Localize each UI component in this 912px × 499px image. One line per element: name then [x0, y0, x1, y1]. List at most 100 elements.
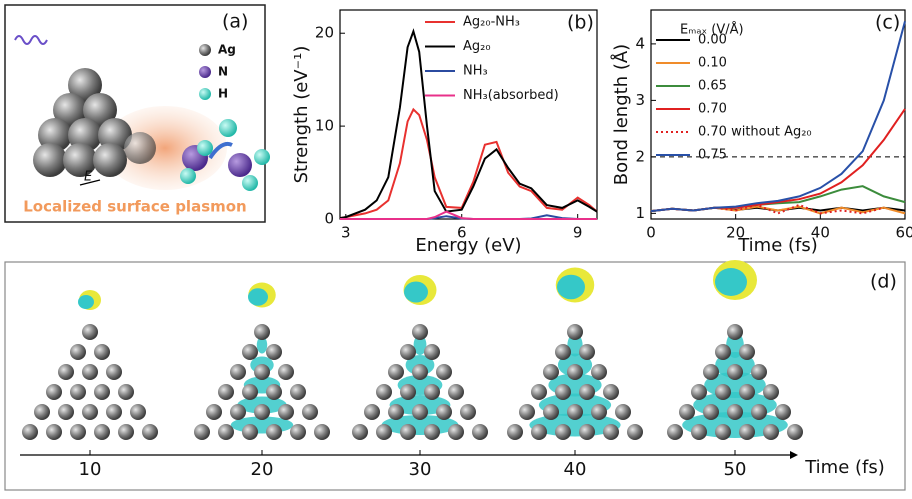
silver-atom — [424, 424, 440, 440]
legend-label: 0.75 — [698, 148, 727, 163]
silver-atom — [567, 364, 583, 380]
time-label: 40 — [564, 459, 587, 480]
silver-atom — [278, 404, 294, 420]
silver-atom — [424, 384, 440, 400]
silver-atom — [691, 384, 707, 400]
silver-atom — [106, 364, 122, 380]
field-label: E — [84, 170, 93, 185]
density-cyan — [248, 288, 268, 306]
silver-atom — [70, 384, 86, 400]
silver-atom — [579, 424, 595, 440]
silver-atom — [82, 404, 98, 420]
caption: Localized surface plasmon — [23, 198, 247, 216]
y-axis-label: Bond length (Å) — [610, 44, 632, 185]
legend-label: 0.70 — [698, 102, 727, 117]
silver-atom — [194, 424, 210, 440]
y-tick-label: 0 — [324, 210, 334, 228]
silver-atom — [591, 364, 607, 380]
series-line — [651, 21, 905, 211]
silver-atom — [412, 404, 428, 420]
y-tick-label: 10 — [315, 117, 334, 135]
silver-atom — [715, 424, 731, 440]
silver-atom — [278, 364, 294, 380]
silver-atom — [314, 424, 330, 440]
silver-atom — [46, 424, 62, 440]
silver-atom — [460, 404, 476, 420]
x-tick-label: 0 — [646, 224, 656, 242]
silver-atom — [691, 424, 707, 440]
silver-atom — [603, 384, 619, 400]
y-tick-label: 3 — [635, 91, 645, 109]
silver-atom — [412, 324, 428, 340]
x-tick-label: 9 — [573, 224, 583, 242]
silver-atom — [579, 384, 595, 400]
silver-atom — [727, 404, 743, 420]
panel-label: (b) — [567, 12, 594, 34]
silver-atom — [615, 404, 631, 420]
silver-atom — [519, 404, 535, 420]
silver-atom — [266, 344, 282, 360]
legend-label: Ag₂₀-NH₃ — [463, 15, 520, 30]
silver-atom — [376, 424, 392, 440]
panel-label: (c) — [875, 12, 900, 34]
silver-atom — [763, 424, 779, 440]
silver-atom — [266, 384, 282, 400]
silver-atom — [218, 424, 234, 440]
legend-atom: N — [218, 65, 228, 79]
silver-atom — [290, 384, 306, 400]
series-line — [340, 31, 597, 218]
silver-atom — [543, 364, 559, 380]
silver-atom — [531, 384, 547, 400]
silver-atom — [58, 364, 74, 380]
silver-atom — [555, 424, 571, 440]
silver-atom — [70, 424, 86, 440]
silver-atom — [727, 364, 743, 380]
silver-atom — [787, 424, 803, 440]
silver-atom — [703, 364, 719, 380]
silver-atom — [400, 344, 416, 360]
figure: E (a) Ag N H Localized surface plasmon (… — [0, 0, 912, 495]
silver-atom — [206, 404, 222, 420]
silver-atom — [739, 424, 755, 440]
silver-atom — [302, 404, 318, 420]
silver-atom — [94, 344, 110, 360]
silver-atom — [412, 364, 428, 380]
silver-atom — [567, 404, 583, 420]
legend-label: NH₃ — [463, 64, 488, 79]
silver-atom — [448, 424, 464, 440]
y-tick-label: 2 — [635, 147, 645, 165]
silver-atom — [22, 424, 38, 440]
silver-atom — [254, 324, 270, 340]
silver-atom — [242, 344, 258, 360]
silver-atom — [376, 384, 392, 400]
silver-atom — [242, 424, 258, 440]
legend-label: 0.65 — [698, 79, 727, 94]
silver-atom — [703, 404, 719, 420]
silver-atom — [34, 404, 50, 420]
silver-atom — [751, 404, 767, 420]
panel-a: E (a) Ag N H Localized surface plasmon — [5, 5, 270, 222]
silver-atom — [106, 404, 122, 420]
legend-atom: Ag — [218, 43, 236, 57]
silver-atom — [388, 364, 404, 380]
silver-atom — [603, 424, 619, 440]
axis-label: Time (fs) — [804, 457, 885, 478]
silver-atom — [531, 424, 547, 440]
silver-atom — [242, 384, 258, 400]
silver-atom — [254, 404, 270, 420]
silver-atom — [130, 404, 146, 420]
silver-atom — [436, 364, 452, 380]
density-cyan — [404, 282, 428, 303]
silver-atom — [142, 424, 158, 440]
panel-label: (a) — [222, 11, 248, 33]
silver-atom — [507, 424, 523, 440]
y-tick-label: 4 — [635, 34, 645, 52]
density-cyan — [715, 268, 747, 296]
silver-atom — [118, 424, 134, 440]
panel-d: (d) Time (fs) 1020304050 — [5, 260, 905, 490]
silver-atom — [400, 384, 416, 400]
silver-atom — [627, 424, 643, 440]
silver-atom — [567, 324, 583, 340]
silver-atom — [82, 364, 98, 380]
